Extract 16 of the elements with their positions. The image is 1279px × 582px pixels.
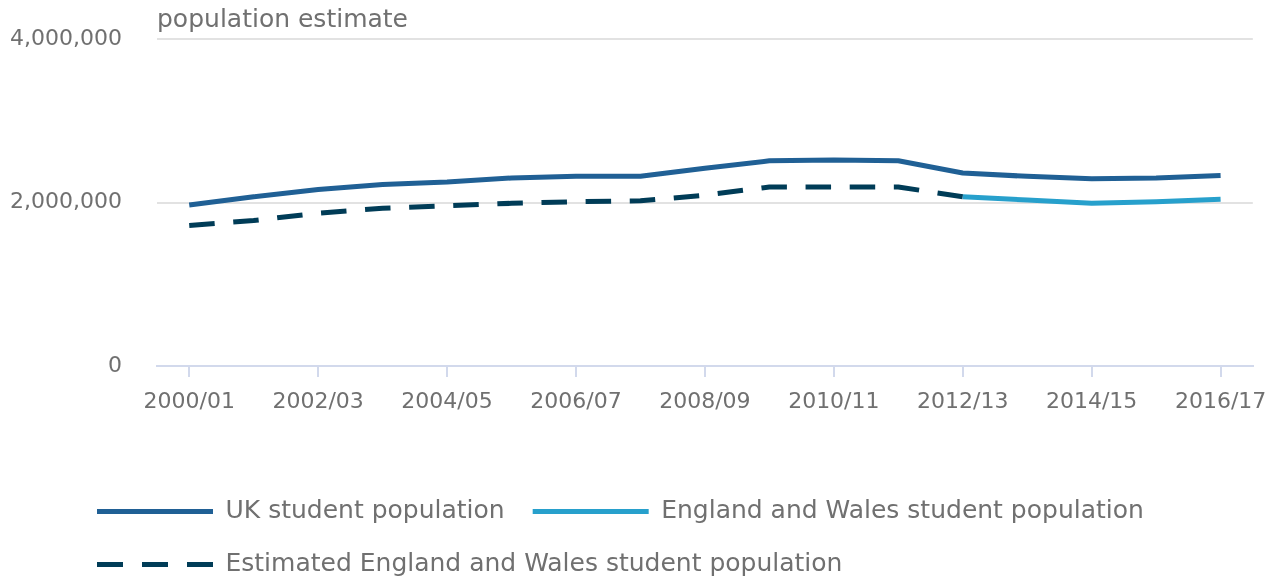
y-axis-title: population estimate xyxy=(157,3,408,33)
x-tick-label: 2014/15 xyxy=(1045,387,1138,413)
y-tick-label: 2,000,000 xyxy=(10,188,122,214)
x-tick-label: 2008/09 xyxy=(659,387,751,413)
legend-label: Estimated England and Wales student population xyxy=(225,548,843,577)
x-tick-label: 2002/03 xyxy=(272,387,364,413)
legend-label: England and Wales student population xyxy=(661,495,1144,524)
x-tick-label: 2000/01 xyxy=(143,387,235,413)
y-tick-label: 0 xyxy=(108,351,122,377)
legend-label: UK student population xyxy=(225,495,505,524)
x-tick-label: 2012/13 xyxy=(917,387,1009,413)
x-tick-label: 2016/17 xyxy=(1174,387,1267,413)
y-tick-label: 4,000,000 xyxy=(10,24,122,50)
x-tick-label: 2004/05 xyxy=(401,387,493,413)
x-tick-label: 2006/07 xyxy=(530,387,622,413)
x-tick-label: 2010/11 xyxy=(788,387,880,413)
